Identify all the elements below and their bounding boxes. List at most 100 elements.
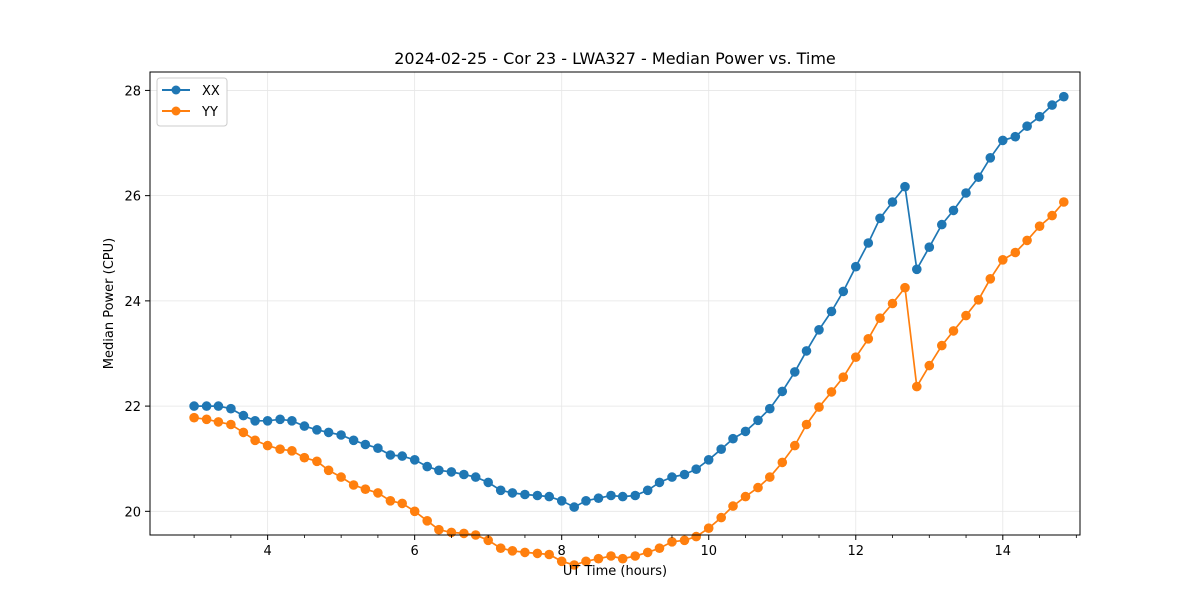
data-point-yy [336, 472, 346, 482]
data-point-xx [336, 430, 346, 440]
data-point-yy [740, 491, 751, 502]
data-point-yy [348, 480, 359, 490]
data-point-yy [912, 381, 922, 392]
data-point-yy [948, 326, 959, 336]
y-tick-label: 20 [124, 505, 141, 520]
legend-label-xx: XX [202, 84, 220, 99]
data-point-xx [532, 490, 543, 501]
data-point-yy [617, 553, 628, 564]
data-point-yy [790, 440, 800, 451]
data-point-xx [434, 465, 444, 476]
data-point-xx [691, 464, 701, 475]
data-point-yy [250, 435, 260, 446]
data-point-yy [507, 546, 518, 556]
data-point-yy [1034, 221, 1045, 231]
data-point-yy [385, 496, 396, 506]
x-tick-label: 6 [411, 544, 419, 559]
data-point-yy [826, 387, 837, 397]
data-point-xx [544, 491, 554, 502]
data-point-xx [299, 421, 310, 431]
data-point-xx [801, 346, 812, 356]
data-point-yy [238, 427, 249, 438]
plot-area [150, 72, 1080, 535]
data-point-xx [985, 153, 996, 163]
data-point-xx [753, 415, 763, 426]
data-point-xx [360, 439, 371, 450]
data-point-yy [287, 446, 297, 456]
data-point-yy [483, 535, 494, 546]
data-point-yy [262, 440, 273, 451]
data-point-xx [777, 386, 788, 397]
data-point-yy [312, 456, 322, 467]
legend-label-yy: YY [201, 105, 218, 120]
data-point-xx [924, 242, 935, 252]
data-point-yy [1022, 235, 1032, 246]
data-point-yy [495, 543, 506, 553]
data-point-xx [617, 491, 628, 502]
data-point-yy [863, 334, 874, 344]
data-point-xx [790, 367, 800, 377]
data-point-yy [985, 274, 996, 284]
data-point-xx [740, 426, 751, 437]
data-point-yy [397, 498, 408, 509]
data-point-yy [409, 506, 420, 517]
data-point-xx [1047, 100, 1057, 110]
data-point-xx [630, 490, 640, 501]
y-tick-label: 22 [124, 400, 141, 415]
data-point-yy [606, 551, 616, 561]
y-tick-label: 28 [124, 84, 141, 99]
data-point-xx [654, 477, 665, 488]
y-axis-label: Median Power (CPU) [102, 238, 117, 369]
data-point-yy [924, 360, 935, 371]
data-point-yy [838, 372, 849, 383]
data-point-xx [348, 435, 359, 446]
x-tick-label: 14 [995, 544, 1012, 559]
legend-marker-yy [171, 106, 181, 116]
data-point-xx [238, 410, 249, 421]
data-point-yy [973, 295, 984, 305]
data-point-xx [226, 403, 236, 414]
data-point-xx [1059, 91, 1069, 102]
data-point-xx [961, 188, 971, 198]
data-point-yy [728, 501, 738, 511]
data-point-yy [765, 472, 775, 482]
data-point-xx [838, 286, 849, 297]
data-point-yy [1059, 197, 1069, 207]
data-point-yy [201, 414, 212, 425]
data-point-yy [299, 452, 310, 463]
data-point-xx [973, 172, 984, 182]
data-point-yy [703, 523, 714, 533]
data-point-yy [189, 412, 199, 423]
data-point-xx [189, 401, 199, 411]
data-point-xx [250, 416, 260, 426]
data-point-yy [753, 482, 763, 493]
data-point-xx [1034, 111, 1045, 122]
data-point-yy [654, 543, 665, 553]
data-point-yy [360, 484, 371, 495]
x-axis-label: UT Time (hours) [563, 564, 667, 579]
series-xx [189, 91, 1069, 512]
data-point-xx [703, 455, 714, 465]
series-layer [189, 91, 1069, 570]
data-point-xx [446, 467, 457, 477]
data-point-xx [569, 502, 579, 512]
data-point-yy [801, 419, 812, 430]
data-point-yy [998, 254, 1008, 265]
data-point-xx [262, 416, 273, 426]
data-point-xx [679, 469, 690, 480]
data-point-yy [937, 340, 947, 351]
data-point-yy [851, 352, 861, 363]
data-point-xx [581, 496, 591, 506]
legend-marker-xx [171, 85, 181, 95]
data-point-yy [961, 310, 971, 321]
data-point-xx [593, 493, 604, 504]
data-point-yy [667, 537, 677, 547]
series-yy [189, 197, 1069, 570]
data-point-xx [728, 433, 738, 444]
plot-frame [149, 71, 1081, 536]
data-point-yy [593, 553, 604, 564]
data-point-xx [912, 264, 922, 275]
legend: XX YY [156, 77, 228, 127]
data-point-yy [434, 524, 444, 535]
